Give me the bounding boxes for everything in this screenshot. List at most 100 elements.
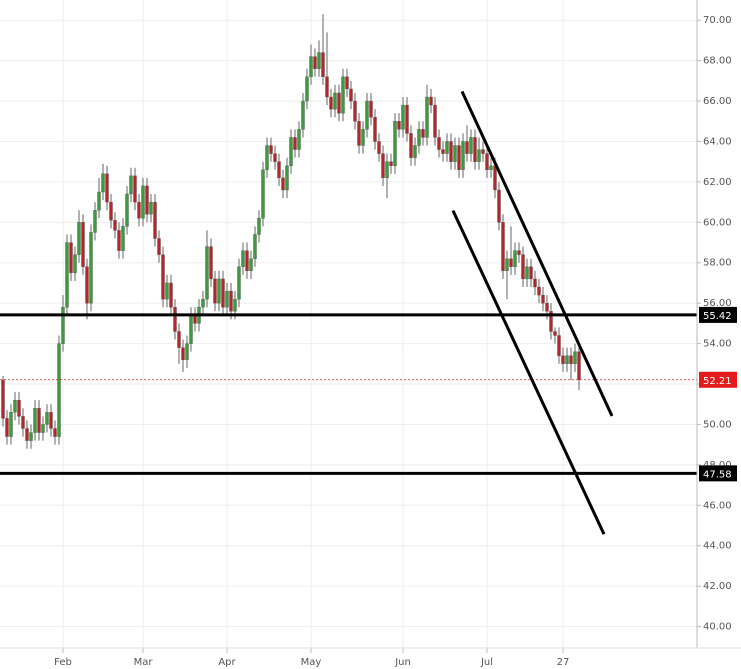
candle-body xyxy=(257,218,261,235)
y-tick-label: 54.00 xyxy=(703,339,732,350)
candle-body xyxy=(501,222,505,272)
candle-body xyxy=(285,165,289,191)
candle-body xyxy=(465,141,469,154)
candle-body xyxy=(117,230,121,251)
candle-body xyxy=(377,141,381,154)
candle-body xyxy=(357,121,361,146)
candle-body xyxy=(549,311,553,332)
candles xyxy=(1,14,581,449)
candle-body xyxy=(277,161,281,179)
candle-body xyxy=(409,133,413,158)
candle-body xyxy=(237,266,241,300)
candle-body xyxy=(45,412,49,425)
candle-body xyxy=(293,137,297,150)
x-tick-label: May xyxy=(301,657,322,668)
candle-body xyxy=(525,266,529,280)
candle-body xyxy=(41,424,45,433)
y-tick-label: 64.00 xyxy=(703,136,732,147)
y-tick-label: 70.00 xyxy=(703,15,732,26)
candle-body xyxy=(177,331,181,348)
candle-body xyxy=(421,129,425,138)
candle-body xyxy=(477,149,481,162)
candle-body xyxy=(245,250,249,272)
y-tick-label: 62.00 xyxy=(703,177,732,188)
candle-body xyxy=(509,258,513,267)
candle-body xyxy=(165,282,169,300)
candle-body xyxy=(273,153,277,162)
candle-body xyxy=(445,141,449,154)
candle-body xyxy=(69,242,73,274)
candle-body xyxy=(469,137,473,154)
candle-body xyxy=(305,76,309,102)
candle-body xyxy=(25,428,29,441)
y-tick-label: 44.00 xyxy=(703,541,732,552)
candle-body xyxy=(137,201,141,219)
candle-body xyxy=(169,282,173,308)
candle-body xyxy=(153,201,157,239)
x-tick-label: Jul xyxy=(480,657,493,668)
candle-body xyxy=(57,343,61,437)
candle-body xyxy=(65,242,69,308)
candle-body xyxy=(365,100,369,130)
level-label-box xyxy=(699,306,737,323)
candle-body xyxy=(313,56,317,69)
x-tick-label: Mar xyxy=(134,657,154,668)
candle-body xyxy=(37,408,41,433)
candle-body xyxy=(417,129,421,146)
candle-body xyxy=(269,145,273,154)
candle-body xyxy=(533,278,537,288)
candle-body xyxy=(241,250,245,267)
candle-body xyxy=(513,250,517,267)
candle-body xyxy=(185,343,189,360)
x-tick-label: Jun xyxy=(394,657,411,668)
candle-body xyxy=(113,220,117,231)
candle-body xyxy=(309,56,313,78)
candle-body xyxy=(261,169,265,219)
candle-body xyxy=(17,399,21,417)
candle-body xyxy=(333,92,337,110)
candle-body xyxy=(189,315,193,344)
candle-body xyxy=(253,234,257,259)
candle-body xyxy=(297,129,301,150)
candle-body xyxy=(577,351,581,380)
candle-body xyxy=(473,137,477,162)
candle-body xyxy=(433,104,437,138)
candle-body xyxy=(381,153,385,179)
candle-body xyxy=(413,145,417,158)
candle-body xyxy=(77,222,81,255)
candle-body xyxy=(429,96,433,106)
x-tick-label: Feb xyxy=(54,657,72,668)
candle-body xyxy=(13,399,17,413)
candle-body xyxy=(497,189,501,223)
price-label-box xyxy=(699,371,737,388)
candle-body xyxy=(281,177,285,191)
candle-body xyxy=(9,412,13,437)
candle-body xyxy=(1,379,5,419)
candle-body xyxy=(21,416,25,429)
level-label: 47.58 xyxy=(703,469,732,480)
y-tick-label: 66.00 xyxy=(703,96,732,107)
overlays: 55.42 47.58 52.21 xyxy=(0,90,737,535)
trend-line xyxy=(451,209,606,535)
candle-body xyxy=(85,266,89,304)
candle-body xyxy=(341,76,345,114)
candle-body xyxy=(397,121,401,130)
candle-body xyxy=(217,278,221,304)
candle-body xyxy=(29,432,33,441)
candle-body xyxy=(541,294,545,304)
candle-body xyxy=(249,258,253,272)
candle-body xyxy=(437,137,441,150)
candle-body xyxy=(449,141,453,162)
candle-body xyxy=(193,315,197,324)
candle-body xyxy=(493,165,497,191)
candle-body xyxy=(61,307,65,344)
y-tick-label: 68.00 xyxy=(703,56,732,67)
candle-body xyxy=(545,302,549,312)
candle-body xyxy=(157,238,161,255)
candle-body xyxy=(461,141,465,170)
candle-body xyxy=(573,351,577,365)
candle-body xyxy=(317,52,321,69)
candle-body xyxy=(553,331,557,336)
candle-body xyxy=(389,161,393,166)
